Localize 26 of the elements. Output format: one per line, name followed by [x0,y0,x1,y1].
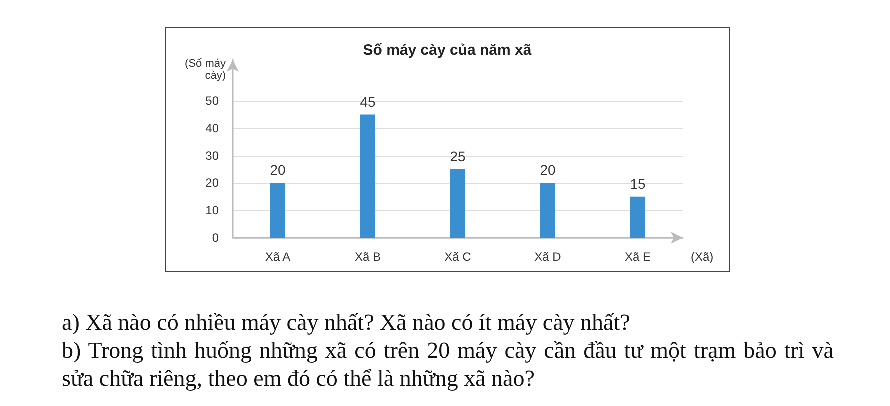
y-axis-title: (Số máy cày) [185,58,226,82]
bar [540,183,556,238]
data-label: 20 [270,162,286,178]
y-tick-label: 0 [212,231,220,245]
text: a) Xã nào có nhiều máy cày nhất? Xã nào có ít máy cày nhất? [62,309,632,337]
x-tick-label: Xã B [354,250,382,264]
y-tick-label: 50 [206,94,220,108]
x-tick-label: Xã A [265,250,291,264]
data-label: 20 [540,162,556,178]
chart-title: Số máy cày của năm xã [363,42,532,59]
data-label: 25 [450,148,466,165]
x-tick-label: Xã E [624,250,652,264]
bar [450,170,466,238]
text: b) Trong tình huống những xã có trên 20 máy cày cần đầu tư một trạm bảo trì và sửa chữa riêng, theo em đó có thể là những xã nào? [62,337,834,393]
x-axis-title: (Xã) [691,250,714,264]
y-tick-label: 40 [206,121,220,136]
bar [630,196,646,238]
y-tick-label: 10 [206,204,220,218]
data-label: 45 [360,94,376,110]
x-tick-label: Xã C [444,250,472,264]
x-tick-label: Xã D [534,250,562,264]
y-tick-label: 20 [206,176,220,190]
data-label: 15 [630,176,646,192]
bar [270,183,286,238]
y-tick-label: 30 [206,148,220,163]
bar [360,114,376,238]
